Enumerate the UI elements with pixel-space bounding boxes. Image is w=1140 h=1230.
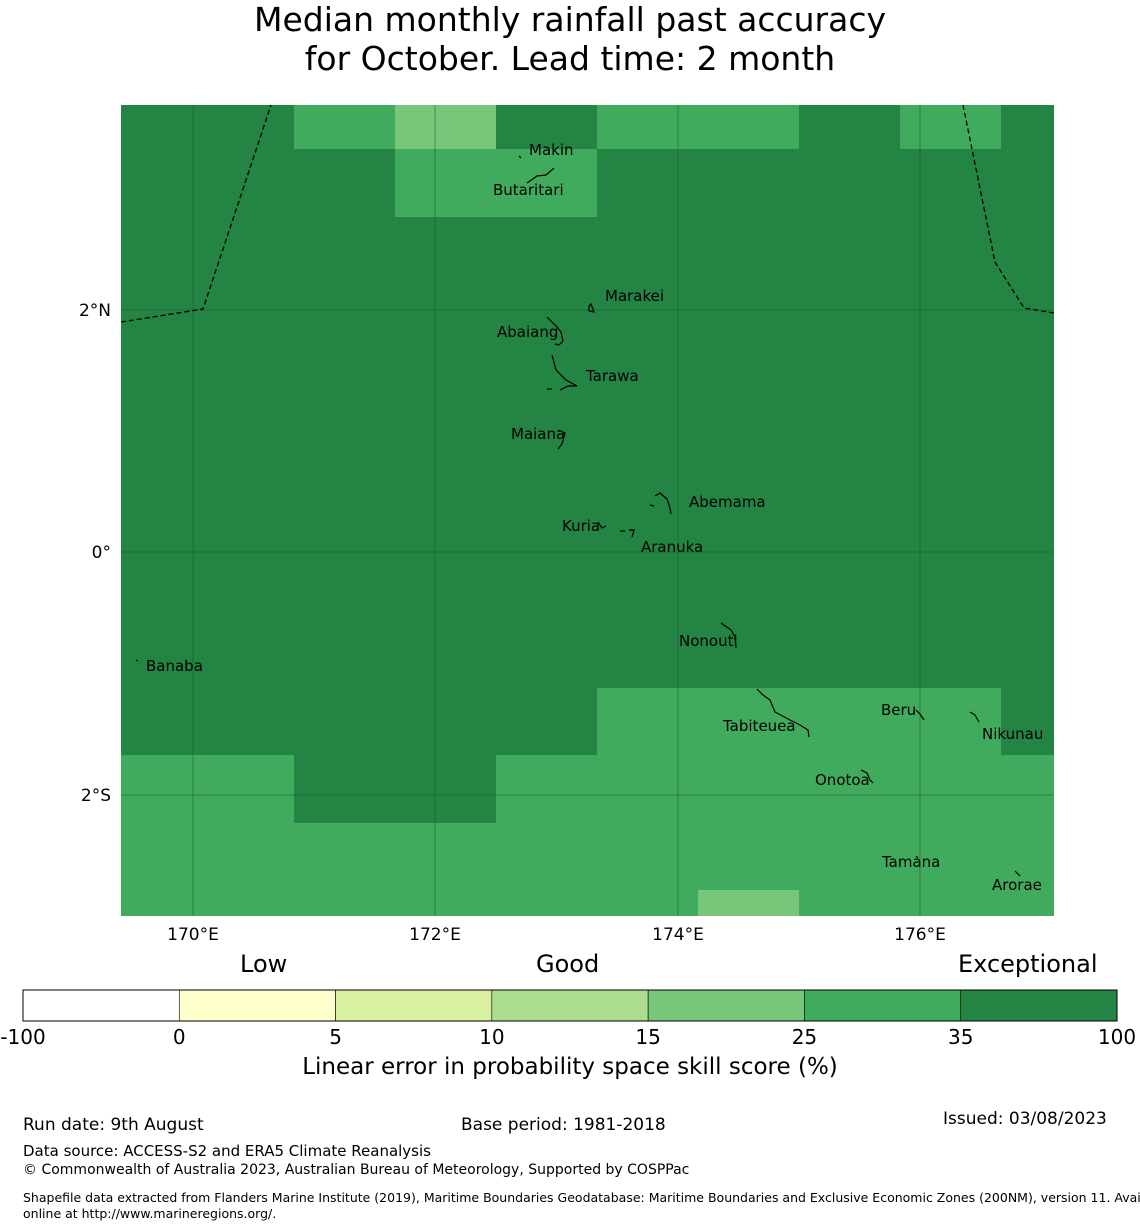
colorbar-ticks: -100 0 5 10 15 25 35 100 — [0, 1025, 1136, 1049]
colorbar-swatch — [178, 989, 336, 1022]
category-label-exceptional: Exceptional — [958, 950, 1098, 978]
y-tick-label: 2°N — [79, 301, 111, 321]
island-tabiteuea — [756, 688, 810, 738]
place-label-butaritari: Butaritari — [493, 181, 564, 199]
island-tamana — [915, 855, 919, 859]
place-label-marakei: Marakei — [605, 287, 664, 305]
island-tarawa — [547, 354, 578, 391]
skill-cell — [496, 755, 1054, 916]
place-labels: Makin Butaritari Marakei Abaiang Tarawa … — [146, 141, 1043, 894]
y-tick-label: 0° — [92, 543, 111, 563]
place-label-onotoa: Onotoa — [815, 771, 870, 789]
place-label-tamana: Tamana — [881, 853, 940, 871]
place-label-makin: Makin — [529, 141, 574, 159]
eez-boundary-east — [962, 104, 1055, 314]
island-beru — [915, 709, 925, 721]
base-period: Base period: 1981-2018 — [461, 1115, 666, 1135]
colorbar-tick-label: 15 — [635, 1025, 660, 1049]
run-date: Run date: 9th August — [23, 1115, 204, 1135]
island-onotoa — [860, 769, 874, 784]
y-tick-label: 2°S — [81, 786, 111, 806]
skill-cell — [294, 105, 395, 149]
island-arorae — [1014, 870, 1021, 877]
skill-cell — [294, 823, 496, 916]
island-aranuka — [620, 529, 635, 538]
issued-date: Issued: 03/08/2023 — [943, 1109, 1107, 1129]
skill-cell — [597, 105, 799, 149]
shapefile-credit-line-2: online at http://www.marineregions.org/. — [23, 1206, 277, 1221]
island-abemama — [649, 492, 672, 515]
colorbar-tick-label: 10 — [479, 1025, 504, 1049]
x-axis-ticks: 170°E 172°E 174°E 176°E — [167, 925, 946, 945]
skill-cell — [698, 890, 799, 916]
colorbar-swatch — [491, 989, 649, 1022]
colorbar-swatch — [22, 989, 180, 1022]
colorbar-tick-label: 100 — [1098, 1025, 1136, 1049]
map-title: Median monthly rainfall past accuracy fo… — [0, 0, 1140, 78]
skill-cell — [121, 755, 294, 916]
colorbar-tick-label: -100 — [0, 1025, 45, 1049]
island-maiana — [557, 429, 566, 450]
skill-cell — [395, 149, 597, 217]
eez-boundaries — [120, 104, 1055, 323]
skill-cell — [395, 105, 496, 149]
island-banaba — [135, 659, 139, 662]
skill-cell — [597, 688, 1001, 755]
place-label-kuria: Kuria — [562, 517, 600, 535]
colorbar-tick-label: 5 — [329, 1025, 342, 1049]
category-label-low: Low — [240, 950, 288, 978]
place-label-tarawa: Tarawa — [585, 367, 639, 385]
place-label-abaiang: Abaiang — [497, 323, 558, 341]
colorbar-swatch — [960, 989, 1118, 1022]
place-label-tabiteuea: Tabiteuea — [722, 717, 796, 735]
shapefile-credit-line-1: Shapefile data extracted from Flanders M… — [23, 1190, 1140, 1205]
place-label-arorae: Arorae — [992, 876, 1042, 894]
map-canvas: 170°E 172°E 174°E 176°E 2°N 0° 2°S Makin… — [79, 104, 1055, 945]
skill-grid — [121, 105, 1054, 916]
x-tick-label: 176°E — [894, 925, 946, 945]
y-axis-ticks: 2°N 0° 2°S — [79, 301, 111, 806]
island-kuria — [597, 521, 607, 529]
colorbar-tick-label: 25 — [792, 1025, 817, 1049]
copyright: © Commonwealth of Australia 2023, Austra… — [23, 1162, 690, 1178]
place-label-beru: Beru — [881, 701, 916, 719]
title-line-2: for October. Lead time: 2 month — [304, 39, 836, 78]
title-line-1: Median monthly rainfall past accuracy — [253, 0, 887, 39]
colorbar-swatch — [804, 989, 962, 1022]
colorbar-swatch — [647, 989, 805, 1022]
eez-boundary-west — [120, 104, 272, 323]
skill-cell — [900, 105, 1001, 149]
island-marakei — [588, 302, 595, 313]
gridlines — [121, 105, 1054, 916]
colorbar-tick-label: 35 — [948, 1025, 973, 1049]
colorbar-swatch — [335, 989, 493, 1022]
place-label-nonouti: Nonouti — [679, 632, 738, 650]
island-abaiang — [546, 316, 564, 346]
colorbar: -100 0 5 10 15 25 35 100 — [0, 989, 1136, 1049]
island-makin — [518, 155, 522, 159]
island-butaritari — [526, 167, 555, 184]
x-tick-label: 174°E — [652, 925, 704, 945]
place-label-banaba: Banaba — [146, 657, 203, 675]
colorbar-swatches — [22, 989, 1118, 1022]
category-label-good: Good — [536, 950, 600, 978]
x-tick-label: 170°E — [167, 925, 219, 945]
colorbar-tick-label: 0 — [173, 1025, 186, 1049]
island-nikunau — [969, 711, 980, 723]
data-source: Data source: ACCESS-S2 and ERA5 Climate … — [23, 1142, 431, 1160]
island-nonouti — [720, 622, 737, 649]
colorbar-outline — [22, 989, 1118, 1022]
shapefile-credit: Shapefile data extracted from Flanders M… — [23, 1190, 1140, 1222]
place-label-abemama: Abemama — [689, 493, 766, 511]
island-outlines — [135, 155, 1021, 877]
x-tick-label: 172°E — [409, 925, 461, 945]
colorbar-label: Linear error in probability space skill … — [302, 1054, 838, 1080]
place-label-aranuka: Aranuka — [641, 538, 703, 556]
place-label-nikunau: Nikunau — [982, 725, 1043, 743]
place-label-maiana: Maiana — [511, 425, 565, 443]
